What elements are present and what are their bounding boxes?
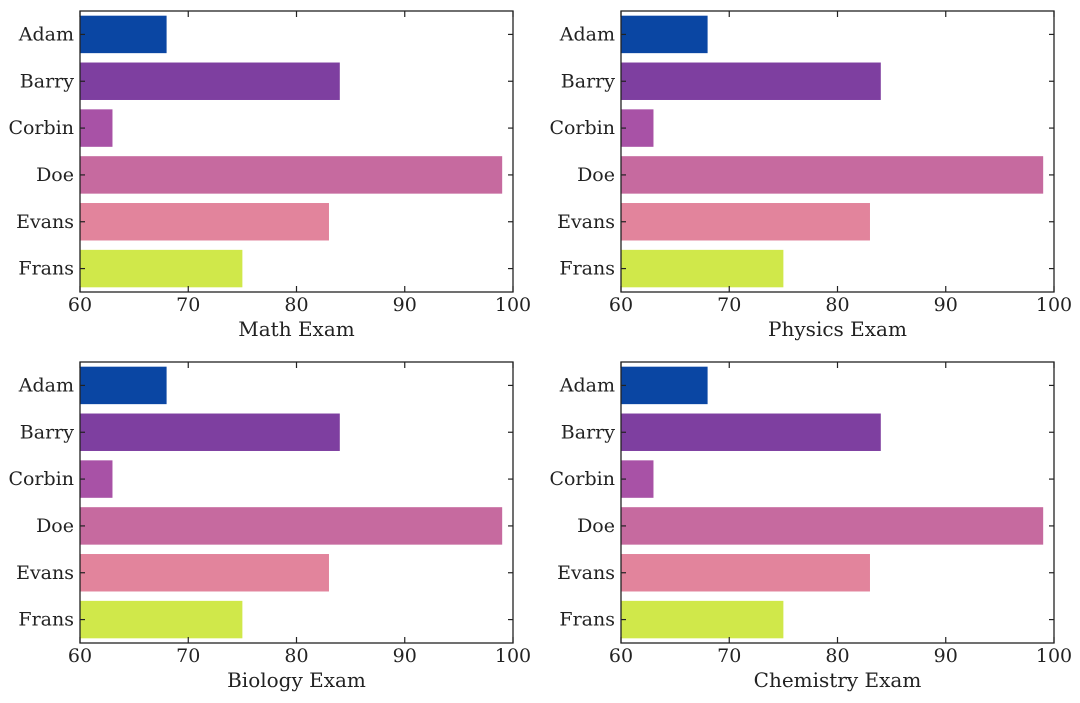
x-tick-label-60: 60: [68, 645, 92, 667]
y-tick-label-corbin: Corbin: [8, 468, 74, 490]
x-tick-label-90: 90: [393, 294, 417, 316]
y-tick-label-corbin: Corbin: [8, 117, 74, 139]
bar-barry: [621, 413, 881, 451]
x-tick-label-80: 80: [825, 294, 849, 316]
bar-barry: [80, 413, 340, 451]
bar-adam: [621, 15, 708, 54]
x-axis-title: Chemistry Exam: [754, 668, 922, 692]
bar-corbin: [80, 109, 113, 147]
y-tick-label-corbin: Corbin: [549, 117, 615, 139]
y-tick-label-corbin: Corbin: [549, 468, 615, 490]
y-tick-label-doe: Doe: [36, 164, 74, 186]
bar-corbin: [621, 460, 654, 498]
y-tick-label-doe: Doe: [577, 164, 615, 186]
y-tick-label-frans: Frans: [559, 258, 615, 280]
x-tick-label-70: 70: [176, 294, 200, 316]
bar-frans: [621, 249, 784, 288]
x-tick-label-70: 70: [717, 645, 741, 667]
bar-doe: [621, 156, 1044, 194]
x-tick-label-100: 100: [1036, 294, 1072, 316]
bar-frans: [621, 600, 784, 639]
x-axis-title: Math Exam: [238, 317, 354, 341]
x-tick-label-100: 100: [1036, 645, 1072, 667]
x-tick-label-90: 90: [934, 294, 958, 316]
y-tick-label-doe: Doe: [577, 515, 615, 537]
x-tick-label-80: 80: [825, 645, 849, 667]
y-tick-label-frans: Frans: [18, 258, 74, 280]
y-tick-label-barry: Barry: [561, 70, 615, 92]
bar-doe: [80, 156, 503, 194]
y-tick-label-adam: Adam: [559, 374, 615, 396]
bar-barry: [80, 62, 340, 100]
y-tick-label-frans: Frans: [559, 609, 615, 631]
x-tick-label-100: 100: [495, 645, 531, 667]
y-tick-label-adam: Adam: [18, 23, 74, 45]
x-tick-label-80: 80: [284, 294, 308, 316]
bar-doe: [621, 507, 1044, 545]
y-tick-label-evans: Evans: [16, 211, 74, 233]
bar-frans: [80, 249, 243, 288]
chart-panel-2: Adam Barry Corbin Doe Evans Frans 60 70 80 90 100 P…: [549, 10, 1072, 341]
bar-adam: [621, 366, 708, 405]
y-tick-label-barry: Barry: [20, 421, 74, 443]
chart-panel-3: Adam Barry Corbin Doe Evans Frans 60 70 80 90 100 B…: [8, 361, 531, 692]
bar-evans: [80, 203, 329, 241]
x-tick-label-60: 60: [609, 294, 633, 316]
bar-adam: [80, 366, 167, 405]
y-tick-label-evans: Evans: [557, 562, 615, 584]
y-tick-label-adam: Adam: [18, 374, 74, 396]
bar-corbin: [80, 460, 113, 498]
y-tick-label-adam: Adam: [559, 23, 615, 45]
bar-adam: [80, 15, 167, 54]
chart-panel-4: Adam Barry Corbin Doe Evans Frans 60 70 80 90 100 C…: [549, 361, 1072, 692]
x-tick-label-90: 90: [393, 645, 417, 667]
bar-evans: [621, 554, 870, 592]
x-tick-label-80: 80: [284, 645, 308, 667]
y-tick-label-barry: Barry: [20, 70, 74, 92]
x-tick-label-90: 90: [934, 645, 958, 667]
x-tick-label-100: 100: [495, 294, 531, 316]
bar-frans: [80, 600, 243, 639]
y-tick-label-barry: Barry: [561, 421, 615, 443]
y-tick-label-evans: Evans: [557, 211, 615, 233]
x-tick-label-70: 70: [717, 294, 741, 316]
y-tick-label-evans: Evans: [16, 562, 74, 584]
bar-barry: [621, 62, 881, 100]
y-tick-label-frans: Frans: [18, 609, 74, 631]
bar-doe: [80, 507, 503, 545]
x-axis-title: Biology Exam: [227, 668, 366, 692]
x-tick-label-70: 70: [176, 645, 200, 667]
x-tick-label-60: 60: [609, 645, 633, 667]
bar-evans: [80, 554, 329, 592]
y-tick-label-doe: Doe: [36, 515, 74, 537]
chart-panel-1: Adam Barry Corbin Doe Evans Frans 60 70 80 90 100 M…: [8, 10, 531, 341]
bar-evans: [621, 203, 870, 241]
bar-corbin: [621, 109, 654, 147]
x-tick-label-60: 60: [68, 294, 92, 316]
x-axis-title: Physics Exam: [768, 317, 907, 341]
